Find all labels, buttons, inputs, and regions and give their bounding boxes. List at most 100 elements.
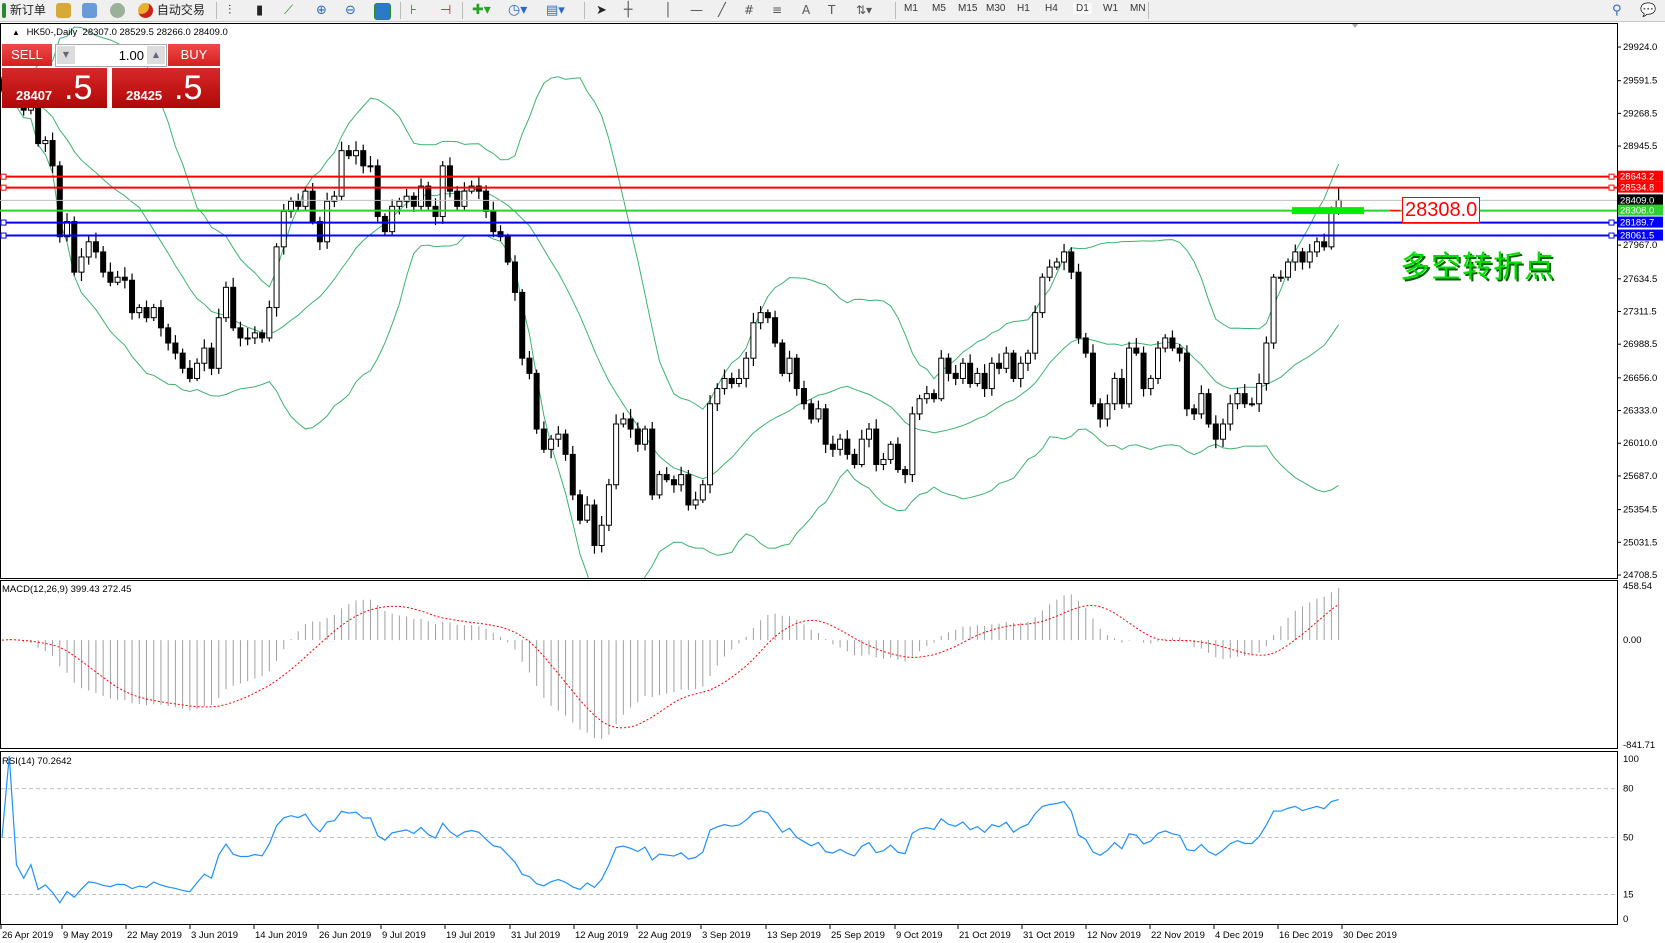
new-order-button[interactable]: 新订单 — [2, 2, 46, 19]
lot-size-input[interactable]: 1.00 — [118, 48, 144, 63]
zoom-in-icon[interactable]: ⊕ — [316, 3, 327, 18]
chart-window[interactable]: 29924.0 29591.5 29268.5 28945.5 27967.0 27634… — [0, 22, 1665, 943]
candle — [1183, 345, 1190, 417]
candle — [179, 348, 186, 374]
candle — [663, 467, 670, 483]
candle — [613, 414, 620, 490]
candle — [280, 204, 287, 255]
signal-icon[interactable] — [110, 3, 125, 18]
macd-panel-frame — [0, 580, 1618, 749]
fibonacci-icon[interactable]: ≡ — [772, 3, 783, 17]
vertical-line-icon[interactable]: │ — [664, 3, 672, 18]
lot-decrease-icon[interactable]: ▼ — [57, 46, 75, 64]
text-label-icon[interactable]: T — [828, 3, 836, 17]
lot-size-stepper[interactable]: ▼ 1.00 ▲ — [55, 44, 167, 67]
indicators-icon[interactable]: ✚▾ — [472, 2, 491, 18]
level-anchor-handle[interactable] — [1608, 184, 1615, 191]
level-anchor-handle[interactable] — [1608, 219, 1615, 226]
pivot-annotation[interactable]: 多空转折点 — [1400, 250, 1555, 285]
equidistant-channel-icon[interactable]: # — [744, 3, 755, 17]
zoom-out-icon[interactable]: ⊖ — [345, 3, 356, 18]
candle — [699, 479, 706, 504]
date-tick-label: 22 Nov 2019 — [1151, 930, 1205, 941]
candle — [887, 441, 894, 464]
level-price-tag — [1618, 204, 1663, 216]
candle — [793, 354, 800, 396]
date-tick-label: 4 Dec 2019 — [1215, 930, 1264, 941]
pivot-zone-marker[interactable] — [1292, 207, 1364, 215]
lot-increase-icon[interactable]: ▲ — [147, 46, 165, 64]
tile-windows-icon[interactable] — [374, 3, 391, 20]
candle — [143, 300, 150, 323]
level-price-label: 28534.8 — [1620, 183, 1654, 194]
chart-shift-icon[interactable]: ⊣ — [440, 3, 452, 18]
periods-clock-icon[interactable]: ◷▾ — [508, 2, 528, 18]
main-panel-frame — [0, 23, 1618, 579]
pivot-price-tag[interactable]: 28308.0 — [1402, 197, 1481, 223]
line-chart-icon[interactable]: ⟋ — [284, 3, 294, 18]
price-tick-label: 28945.5 — [1623, 141, 1657, 152]
chat-icon[interactable]: 💬 — [1640, 3, 1657, 18]
level-anchor-handle[interactable] — [0, 232, 7, 239]
timeframe-h1[interactable]: H1 — [1017, 3, 1030, 14]
timeframe-d1[interactable]: D1 — [1073, 3, 1092, 14]
auto-trading-button[interactable]: 自动交易 — [138, 2, 205, 19]
timeframe-m30[interactable]: M30 — [986, 3, 1006, 14]
buy-price[interactable]: 28425 .5 — [112, 68, 220, 108]
horizontal-line-icon[interactable]: — — [690, 3, 703, 18]
date-tick-label: 3 Jun 2019 — [191, 930, 238, 941]
chart-shift-marker[interactable] — [1352, 24, 1358, 28]
buy-button[interactable]: BUY — [168, 44, 220, 66]
collapse-triangle-icon[interactable]: ▲ — [12, 28, 20, 37]
candle — [902, 466, 909, 484]
level-anchor-handle[interactable] — [0, 173, 7, 180]
candle — [533, 369, 540, 434]
search-icon[interactable]: ⚲ — [1612, 3, 1622, 18]
candle — [497, 225, 504, 241]
sell-button[interactable]: SELL — [2, 44, 52, 66]
bar-chart-icon[interactable]: ⫶ — [228, 3, 232, 18]
candlestick-icon[interactable]: ▮ — [256, 3, 264, 18]
level-anchor-handle[interactable] — [0, 184, 7, 191]
candle — [1292, 244, 1299, 271]
level-anchor-handle[interactable] — [1608, 173, 1615, 180]
cursor-icon[interactable]: ➤ — [596, 3, 607, 18]
timeframe-mn[interactable]: MN — [1130, 3, 1146, 14]
candle — [266, 300, 273, 342]
candle — [150, 303, 157, 322]
candle — [923, 385, 930, 404]
trendline-icon[interactable]: ╱ — [718, 3, 726, 18]
level-anchor-handle[interactable] — [1608, 232, 1615, 239]
text-icon[interactable]: A — [802, 3, 811, 17]
chart-header: ▲ HK50-,Daily 28307.0 28529.5 28266.0 28… — [12, 27, 228, 38]
timeframe-m5[interactable]: M5 — [932, 3, 946, 14]
candle — [244, 328, 251, 346]
candle — [707, 395, 714, 494]
candle — [1227, 394, 1234, 431]
rsi-line — [1, 755, 1339, 904]
level-price-tag — [1618, 194, 1663, 206]
templates-icon[interactable]: ▤▾ — [546, 3, 565, 18]
candle — [1053, 257, 1060, 270]
level-anchor-handle[interactable] — [0, 219, 7, 226]
date-tick-label: 26 Apr 2019 — [2, 930, 53, 941]
date-tick-label: 21 Oct 2019 — [959, 930, 1011, 941]
crosshair-icon[interactable]: ┼ — [624, 2, 633, 18]
timeframe-m1[interactable]: M1 — [904, 3, 918, 14]
candle — [56, 161, 63, 243]
candle — [49, 132, 56, 174]
candle — [779, 339, 786, 377]
level-price-label: 28189.7 — [1620, 218, 1654, 229]
navigator-icon[interactable] — [82, 3, 97, 18]
timeframe-w1[interactable]: W1 — [1103, 3, 1118, 14]
candle — [1133, 338, 1140, 356]
arrows-icon[interactable]: ⇅▾ — [856, 3, 873, 17]
autoscroll-icon[interactable]: ⊦ — [410, 3, 417, 18]
candle — [186, 360, 193, 383]
candle — [1263, 336, 1270, 391]
sell-price[interactable]: 28407 .5 — [2, 68, 107, 108]
candle — [403, 188, 410, 209]
timeframe-h4[interactable]: H4 — [1045, 3, 1058, 14]
timeframe-m15[interactable]: M15 — [958, 3, 978, 14]
market-watch-icon[interactable] — [56, 3, 71, 18]
